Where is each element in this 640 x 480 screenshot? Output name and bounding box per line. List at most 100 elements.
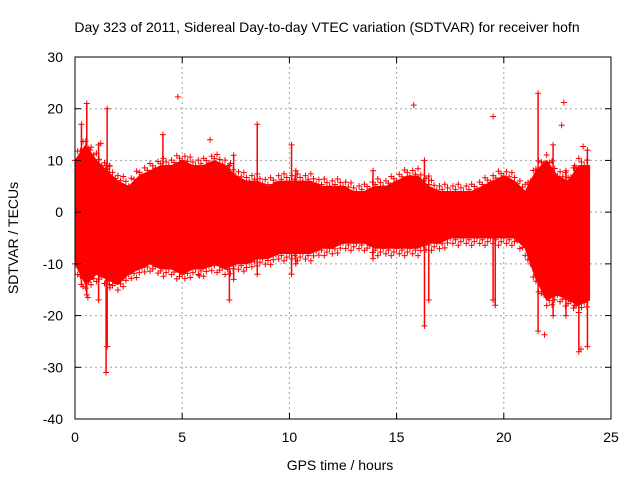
chart-title: Day 323 of 2011, Sidereal Day-to-day VTE… xyxy=(74,19,579,35)
band-edge-upper-point xyxy=(122,178,129,185)
band-edge-lower-point xyxy=(197,267,204,274)
spike-end-point xyxy=(535,328,542,335)
band-edge-lower-point xyxy=(297,254,304,261)
spike-end-point xyxy=(103,369,110,376)
band-edge-upper-point xyxy=(222,157,229,164)
band-edge-lower-point xyxy=(380,245,387,252)
band-edge-lower-point xyxy=(283,254,290,261)
spike-end-point xyxy=(425,297,432,304)
data-spike xyxy=(292,167,299,267)
band-edge-upper-point xyxy=(554,172,561,179)
band-edge-upper-point xyxy=(114,172,121,179)
y-tick-label: -20 xyxy=(43,308,63,324)
x-axis-label: GPS time / hours xyxy=(287,457,394,473)
plot-frame xyxy=(74,56,612,420)
band-edge-upper-point xyxy=(305,176,312,183)
band-edge-upper-point xyxy=(366,185,373,192)
band-edge-upper-point xyxy=(130,176,137,183)
y-tick-label: 20 xyxy=(47,101,63,117)
spike-end-point xyxy=(78,121,85,128)
band-edge-lower-point xyxy=(187,274,194,281)
band-edge-lower-point xyxy=(200,273,207,280)
x-tick-label: 25 xyxy=(603,429,619,445)
band-edge-upper-point xyxy=(235,168,242,175)
band-edge-lower-point xyxy=(465,236,472,243)
spike-end-point xyxy=(230,152,237,159)
band-edge-lower-point xyxy=(474,235,480,241)
band-edge-lower-point xyxy=(503,240,510,247)
band-edge-lower-point xyxy=(409,250,416,257)
data-series xyxy=(72,90,591,376)
band-edge-upper-point xyxy=(125,183,132,190)
data-spike xyxy=(87,147,94,283)
band-edge-lower-point xyxy=(112,280,119,287)
spike-end-point xyxy=(571,162,578,169)
band-edge-lower-point xyxy=(171,269,178,276)
band-edge-lower-point xyxy=(484,238,491,245)
band-edge-upper-point xyxy=(77,147,84,154)
band-edge-upper-point xyxy=(323,179,330,186)
band-edge-lower-point xyxy=(98,273,105,280)
band-edge-lower-point xyxy=(321,252,328,259)
band-edge-lower-point xyxy=(543,302,550,309)
data-spike xyxy=(535,90,542,335)
band-edge-lower-point xyxy=(192,266,199,273)
band-edge-lower-point xyxy=(227,270,234,277)
outlier-point xyxy=(410,102,417,109)
band-edge-upper-point xyxy=(527,178,534,185)
y-tick-label: -10 xyxy=(43,256,63,272)
band-edge-upper-point xyxy=(433,187,440,194)
band-edge-upper-point xyxy=(575,155,582,162)
band-edge-upper-point xyxy=(439,186,446,193)
band-edge-upper-point xyxy=(508,169,515,176)
band-edge-lower-point xyxy=(278,252,285,259)
spike-end-point xyxy=(575,167,582,174)
band-edge-upper-point xyxy=(431,182,438,189)
y-tick-label: 30 xyxy=(47,49,63,65)
band-edge-upper-point xyxy=(329,177,336,184)
band-edge-upper-point xyxy=(246,178,253,185)
band-edge-upper-point xyxy=(302,172,309,179)
band-edge-upper-point xyxy=(297,174,304,181)
band-edge-lower-point xyxy=(546,297,553,304)
data-spike xyxy=(550,141,557,319)
band-edge-lower-point xyxy=(407,245,413,252)
band-edge-lower-point xyxy=(444,239,451,246)
band-edge-upper-point xyxy=(334,176,341,183)
outlier-point xyxy=(560,99,567,106)
band-edge-upper-point xyxy=(578,158,585,165)
band-edge-upper-point xyxy=(398,173,405,180)
band-edge-lower-point xyxy=(530,274,537,281)
band-edge-lower-point xyxy=(524,256,531,263)
outlier-point xyxy=(226,162,233,169)
band-edge-upper-point xyxy=(206,160,212,167)
spike-end-point xyxy=(83,100,90,107)
outlier-point xyxy=(577,346,584,353)
band-edge-upper-point xyxy=(465,186,472,193)
band-edge-lower-point xyxy=(128,275,135,282)
band-edge-lower-point xyxy=(390,248,397,255)
band-edge-upper-point xyxy=(283,174,290,181)
band-edge-upper-point xyxy=(514,180,521,187)
band-edge-lower-point xyxy=(396,250,403,257)
band-edge-upper-point xyxy=(415,165,422,172)
band-edge-lower-point xyxy=(270,256,277,263)
band-edge-lower-point xyxy=(315,252,322,259)
data-spike xyxy=(421,157,428,329)
band-edge-upper-point xyxy=(348,179,355,186)
band-edge-upper-point xyxy=(310,175,317,182)
band-edge-lower-point xyxy=(90,275,97,282)
data-spike xyxy=(254,121,261,278)
band-edge-upper-point xyxy=(412,171,419,178)
spike-end-point xyxy=(159,260,166,267)
band-edge-upper-point xyxy=(238,173,245,180)
band-edge-upper-point xyxy=(541,160,547,167)
band-edge-lower-point xyxy=(329,250,336,257)
band-edge-upper-point xyxy=(216,156,223,163)
band-edge-upper-point xyxy=(559,173,566,180)
band-edge-lower-point xyxy=(353,240,360,247)
band-edge-upper-point xyxy=(152,165,159,172)
spike-end-point xyxy=(421,157,428,164)
band-edge-lower-point xyxy=(326,245,333,252)
band-edge-upper-point xyxy=(543,151,550,158)
